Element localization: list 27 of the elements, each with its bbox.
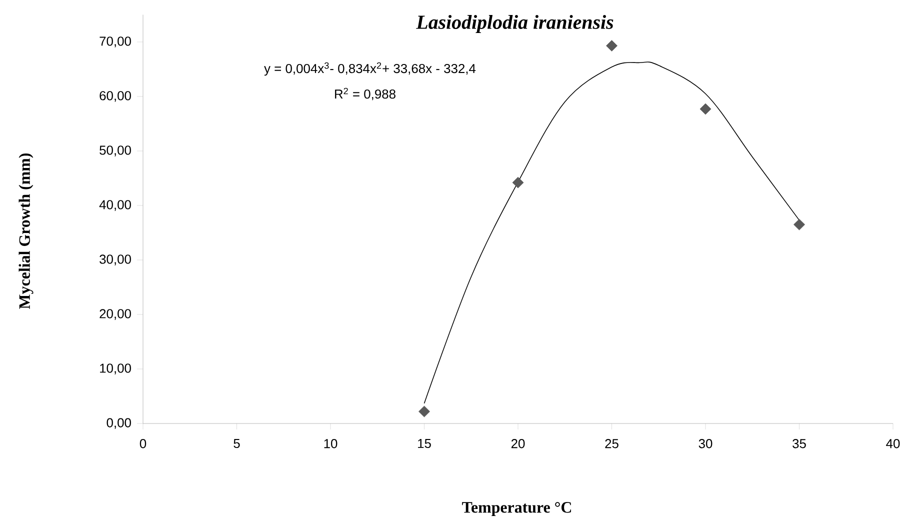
- chart-title: Lasiodiplodia iraniensis: [416, 14, 614, 34]
- y-tick-label: 50,00: [100, 146, 131, 156]
- annotation: R$^{2}$ = 0,988: [335, 88, 396, 100]
- x-tick-label: 10: [324, 439, 338, 448]
- y-tick-label: 20,00: [100, 309, 131, 320]
- x-tick-label: 40: [886, 439, 900, 448]
- x-tick-label: 25: [605, 439, 618, 448]
- x-tick-label: 5: [234, 439, 240, 448]
- x-tick-label: 15: [418, 439, 431, 448]
- point: [794, 218, 806, 230]
- y-tick-label: 0,00: [106, 418, 131, 429]
- annotation: y = 0,004x$^{3}$- 0,834x$^{2}$+ 33,68x - 332,4: [264, 62, 476, 76]
- y-tick-label: 70,00: [100, 36, 131, 48]
- x-tick-label: 20: [511, 439, 525, 448]
- point: [512, 176, 524, 188]
- point: [418, 406, 430, 418]
- y-axis-title: Mycelial Growth (mm): [18, 153, 34, 309]
- point: [700, 103, 712, 115]
- point: [606, 40, 618, 52]
- x-tick-label: 0: [140, 439, 146, 448]
- x-tick-label: 35: [792, 439, 806, 448]
- y-tick-label: 40,00: [99, 200, 131, 211]
- y-tick-label: 30,00: [100, 254, 131, 266]
- y-tick-label: 60,00: [100, 91, 131, 102]
- x-tick-label: 30: [698, 439, 712, 448]
- y-tick-label: 10,00: [100, 364, 131, 374]
- x-axis-title: Temperature °C: [462, 502, 572, 516]
